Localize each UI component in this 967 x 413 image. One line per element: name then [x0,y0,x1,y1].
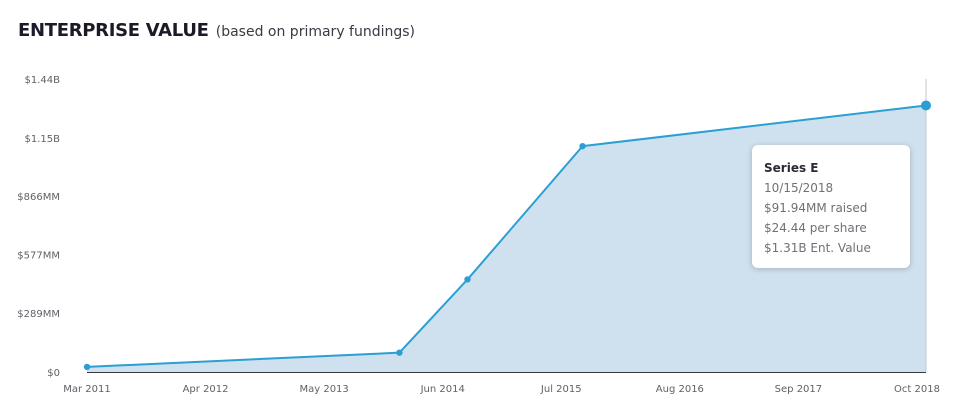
data-tooltip: Series E 10/15/2018 $91.94MM raised $24.… [752,145,910,268]
chart-title-main: ENTERPRISE VALUE [18,20,209,41]
tooltip-ent-value: $1.31B Ent. Value [764,241,871,255]
data-point-3[interactable] [464,276,471,283]
tooltip-per-share: $24.44 per share [764,221,867,235]
x-tick-label: Aug 2016 [656,384,704,395]
x-tick-label: Mar 2011 [63,384,111,395]
data-point-1[interactable] [83,363,91,371]
y-tick-label: $1.44B [25,75,61,86]
data-point-5[interactable] [921,100,931,111]
x-tick-label: May 2013 [299,384,348,395]
x-tick-label: Sep 2017 [775,384,822,395]
x-tick-label: Jul 2015 [540,384,582,395]
tooltip-date: 10/15/2018 [764,181,834,195]
y-tick-label: $577MM [17,251,60,262]
y-tick-label: $1.15B [25,134,61,145]
tooltip-title: Series E [764,161,819,175]
tooltip-raised: $91.94MM raised [764,201,868,215]
chart-title-subtitle: (based on primary fundings) [215,24,416,40]
y-tick-label: $289MM [17,309,60,320]
data-point-2[interactable] [396,349,403,356]
x-tick-label: Apr 2012 [183,384,229,395]
x-tick-label: Oct 2018 [894,384,940,395]
chart-title: ENTERPRISE VALUE (based on primary fundi… [18,20,415,41]
y-tick-label: $0 [47,368,60,379]
x-tick-label: Jun 2014 [420,384,465,395]
y-tick-label: $866MM [17,192,60,203]
data-point-4[interactable] [579,142,586,150]
series-area [87,105,926,372]
